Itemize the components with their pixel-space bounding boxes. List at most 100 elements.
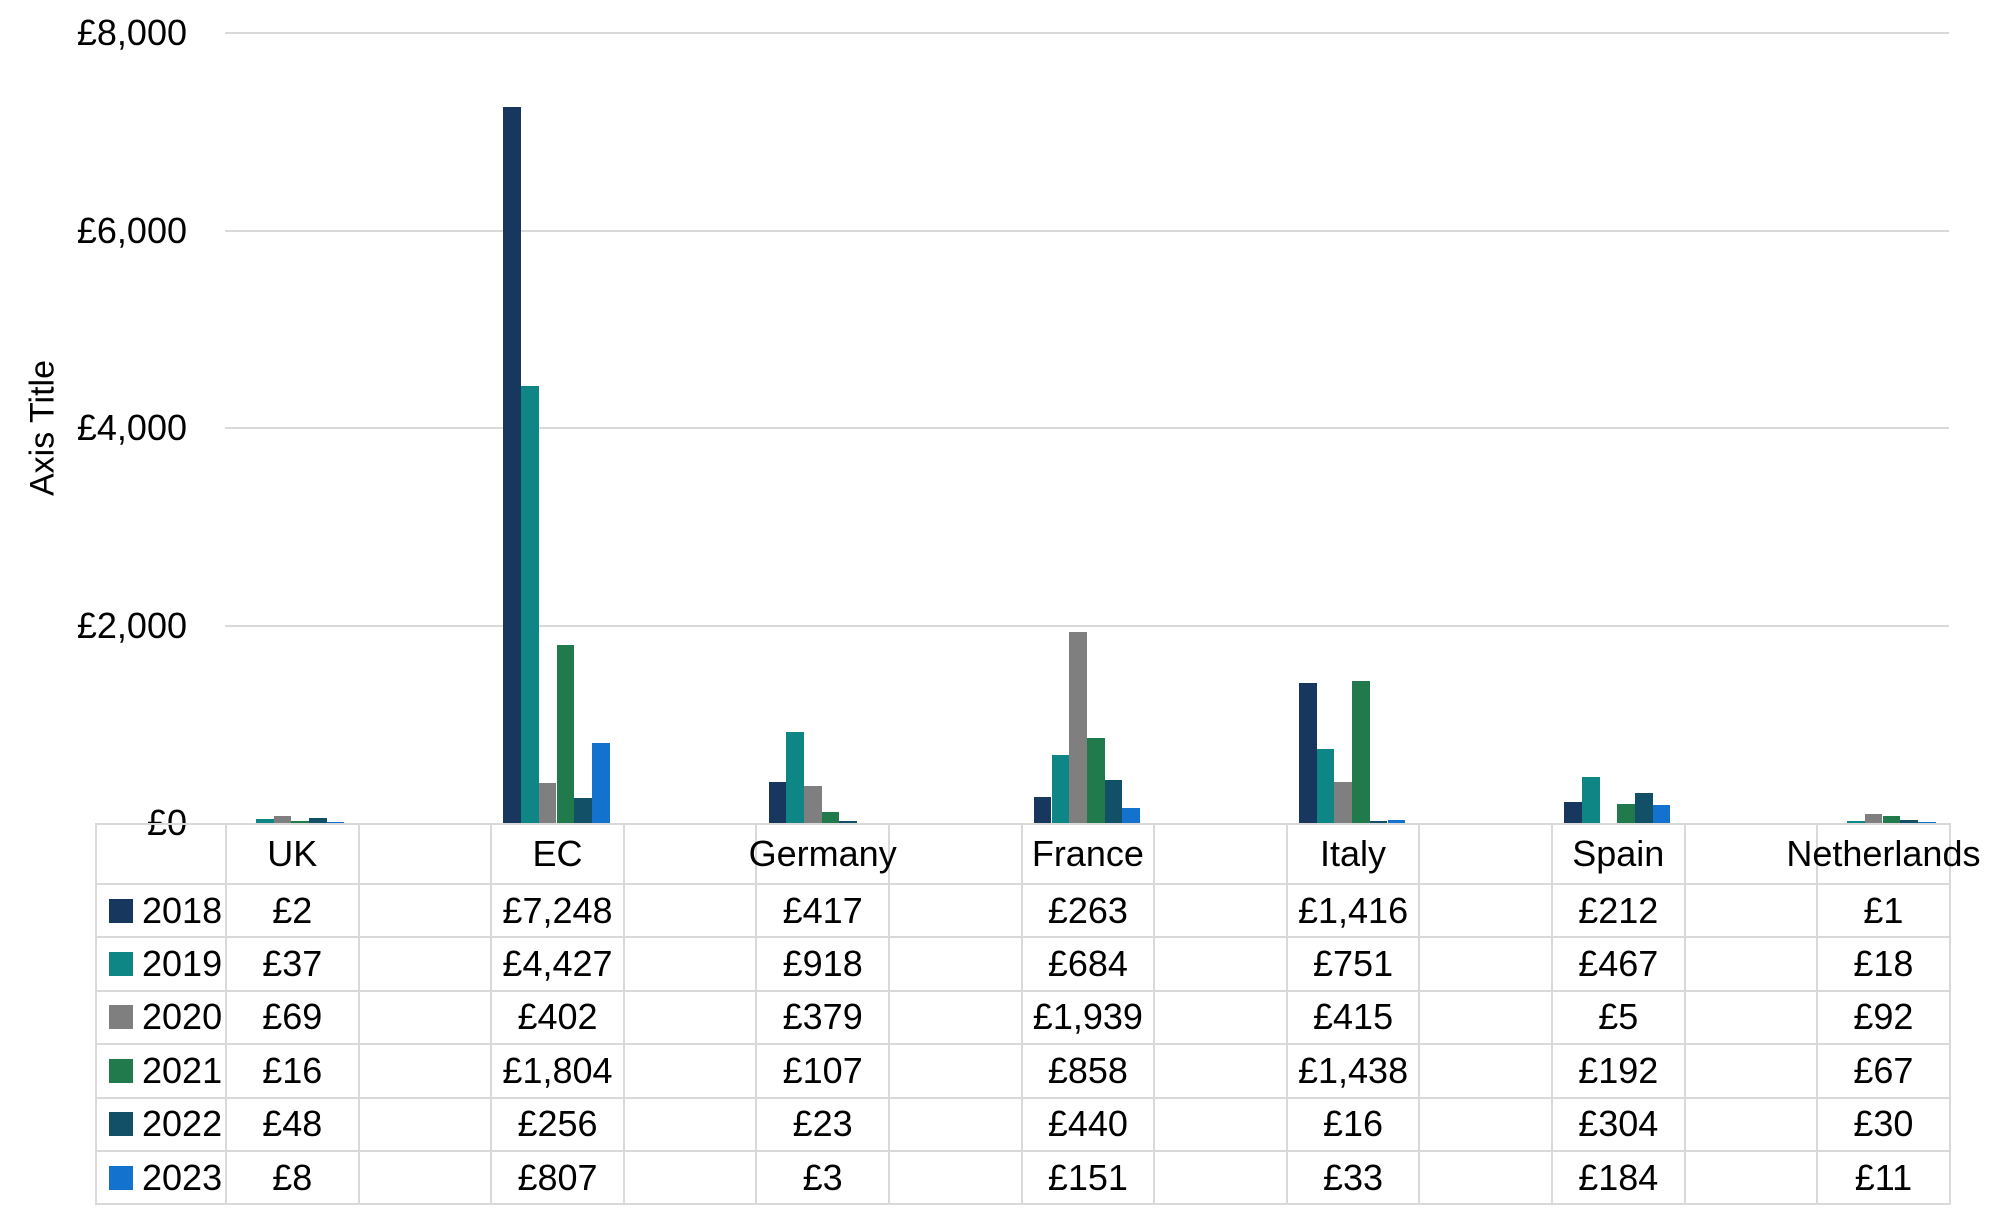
- value-cell-2019-netherlands: £18: [1818, 938, 1951, 992]
- bar-2019-netherlands: [1847, 821, 1865, 823]
- value-cell-2020-spain: £5: [1552, 991, 1686, 1046]
- value-cell-2020-netherlands: £92: [1818, 991, 1951, 1046]
- value-cell-2020-ec: £402: [492, 991, 625, 1046]
- bar-2018-ec: [503, 107, 522, 823]
- bar-2023-spain: [1652, 804, 1671, 823]
- value-cell-2020-italy: £415: [1287, 991, 1421, 1046]
- value-cell-2019-germany: £918: [757, 938, 890, 992]
- value-cell-2018-spain: £212: [1552, 885, 1686, 939]
- bar-2021-uk: [291, 821, 309, 823]
- gridline: [225, 624, 1949, 627]
- bar-2020-france: [1069, 631, 1087, 823]
- legend-swatch-2022: [109, 1112, 133, 1137]
- legend-swatch-2018: [109, 898, 133, 923]
- spacer-cell: [1420, 825, 1553, 885]
- bar-2019-spain: [1581, 776, 1600, 823]
- value-cell-2022-netherlands: £30: [1818, 1098, 1951, 1152]
- legend-label-2021: 2021: [142, 1049, 223, 1091]
- spacer-cell: [624, 938, 758, 992]
- legend-cell-2019: 2019: [97, 938, 227, 992]
- bar-2022-netherlands: [1900, 820, 1918, 823]
- legend-cell-2020: 2020: [97, 991, 227, 1046]
- bar-2020-uk: [273, 816, 292, 823]
- category-header-spain: Spain: [1552, 825, 1686, 885]
- y-axis-title: Axis Title: [23, 359, 62, 497]
- value-cell-2019-france: £684: [1022, 938, 1156, 992]
- spacer-cell: [359, 885, 493, 939]
- category-header-france: France: [1022, 825, 1156, 885]
- bar-2018-france: [1033, 797, 1052, 823]
- bar-2019-italy: [1316, 748, 1335, 823]
- spacer-cell: [1155, 1151, 1288, 1206]
- spacer-cell: [1685, 1045, 1819, 1099]
- value-cell-2018-italy: £1,416: [1287, 885, 1421, 939]
- value-cell-2022-uk: £48: [227, 1098, 360, 1152]
- value-cell-2019-spain: £467: [1552, 938, 1686, 992]
- value-cell-2020-france: £1,939: [1022, 991, 1156, 1046]
- value-cell-2018-ec: £7,248: [492, 885, 625, 939]
- category-header-ec: EC: [492, 825, 625, 885]
- bar-2019-germany: [786, 732, 804, 823]
- category-header-uk: UK: [227, 825, 360, 885]
- table-corner-cell: [97, 825, 227, 885]
- spacer-cell: [359, 1098, 493, 1152]
- bar-2023-italy: [1387, 819, 1406, 823]
- bar-2022-italy: [1369, 821, 1388, 823]
- spacer-cell: [1685, 1151, 1819, 1206]
- value-cell-2018-france: £263: [1022, 885, 1156, 939]
- spacer-cell: [1420, 991, 1553, 1046]
- legend-cell-2018: 2018: [97, 885, 227, 939]
- value-cell-2023-france: £151: [1022, 1151, 1156, 1206]
- spacer-cell: [1155, 885, 1288, 939]
- spacer-cell: [1420, 938, 1553, 992]
- y-tick-label: £2,000: [76, 604, 187, 646]
- data-table: UK EC Germany France Italy Spain Netherlands 20…: [95, 823, 1980, 1206]
- value-cell-2022-italy: £16: [1287, 1098, 1421, 1152]
- gridline: [225, 32, 1949, 34]
- spacer-cell: [1685, 938, 1819, 992]
- bar-2021-ec: [556, 644, 575, 823]
- bar-2023-netherlands: [1917, 821, 1936, 823]
- bar-2023-ec: [591, 743, 610, 823]
- spacer-cell: [1685, 1098, 1819, 1152]
- legend-cell-2022: 2022: [97, 1098, 227, 1152]
- value-cell-2021-netherlands: £67: [1818, 1045, 1951, 1099]
- bar-2022-ec: [574, 797, 592, 823]
- bar-2021-spain: [1617, 804, 1635, 823]
- spacer-cell: [889, 885, 1023, 939]
- value-cell-2021-spain: £192: [1552, 1045, 1686, 1099]
- bar-2021-germany: [821, 812, 840, 823]
- spacer-cell: [889, 991, 1023, 1046]
- value-cell-2022-france: £440: [1022, 1098, 1156, 1152]
- spacer-cell: [889, 1045, 1023, 1099]
- value-cell-2023-uk: £8: [227, 1151, 360, 1206]
- spacer-cell: [1155, 938, 1288, 992]
- category-header-germany: Germany: [749, 825, 897, 885]
- spacer-cell: [624, 885, 758, 939]
- legend-label-2018: 2018: [142, 889, 223, 931]
- value-cell-2019-uk: £37: [227, 938, 360, 992]
- legend-cell-2023: 2023: [97, 1151, 227, 1206]
- value-cell-2021-france: £858: [1022, 1045, 1156, 1099]
- legend-label-2022: 2022: [142, 1103, 223, 1145]
- value-cell-2021-ec: £1,804: [492, 1045, 625, 1099]
- bar-2020-ec: [538, 783, 557, 823]
- spacer-cell: [624, 1045, 758, 1099]
- category-header-italy: Italy: [1287, 825, 1421, 885]
- bar-2019-france: [1051, 755, 1070, 823]
- spacer-cell: [1685, 825, 1819, 885]
- value-cell-2022-spain: £304: [1552, 1098, 1686, 1152]
- y-tick-label: £0: [146, 802, 187, 843]
- value-cell-2021-uk: £16: [227, 1045, 360, 1099]
- spacer-cell: [624, 991, 758, 1046]
- legend-swatch-2020: [109, 1005, 133, 1030]
- value-cell-2018-germany: £417: [757, 885, 890, 939]
- value-cell-2023-netherlands: £11: [1818, 1151, 1951, 1206]
- spacer-cell: [889, 825, 1023, 885]
- spacer-cell: [889, 1098, 1023, 1152]
- spacer-cell: [1155, 1098, 1288, 1152]
- y-tick-label: £8,000: [76, 12, 187, 53]
- value-cell-2018-uk: £2: [227, 885, 360, 939]
- bar-2023-france: [1122, 808, 1140, 823]
